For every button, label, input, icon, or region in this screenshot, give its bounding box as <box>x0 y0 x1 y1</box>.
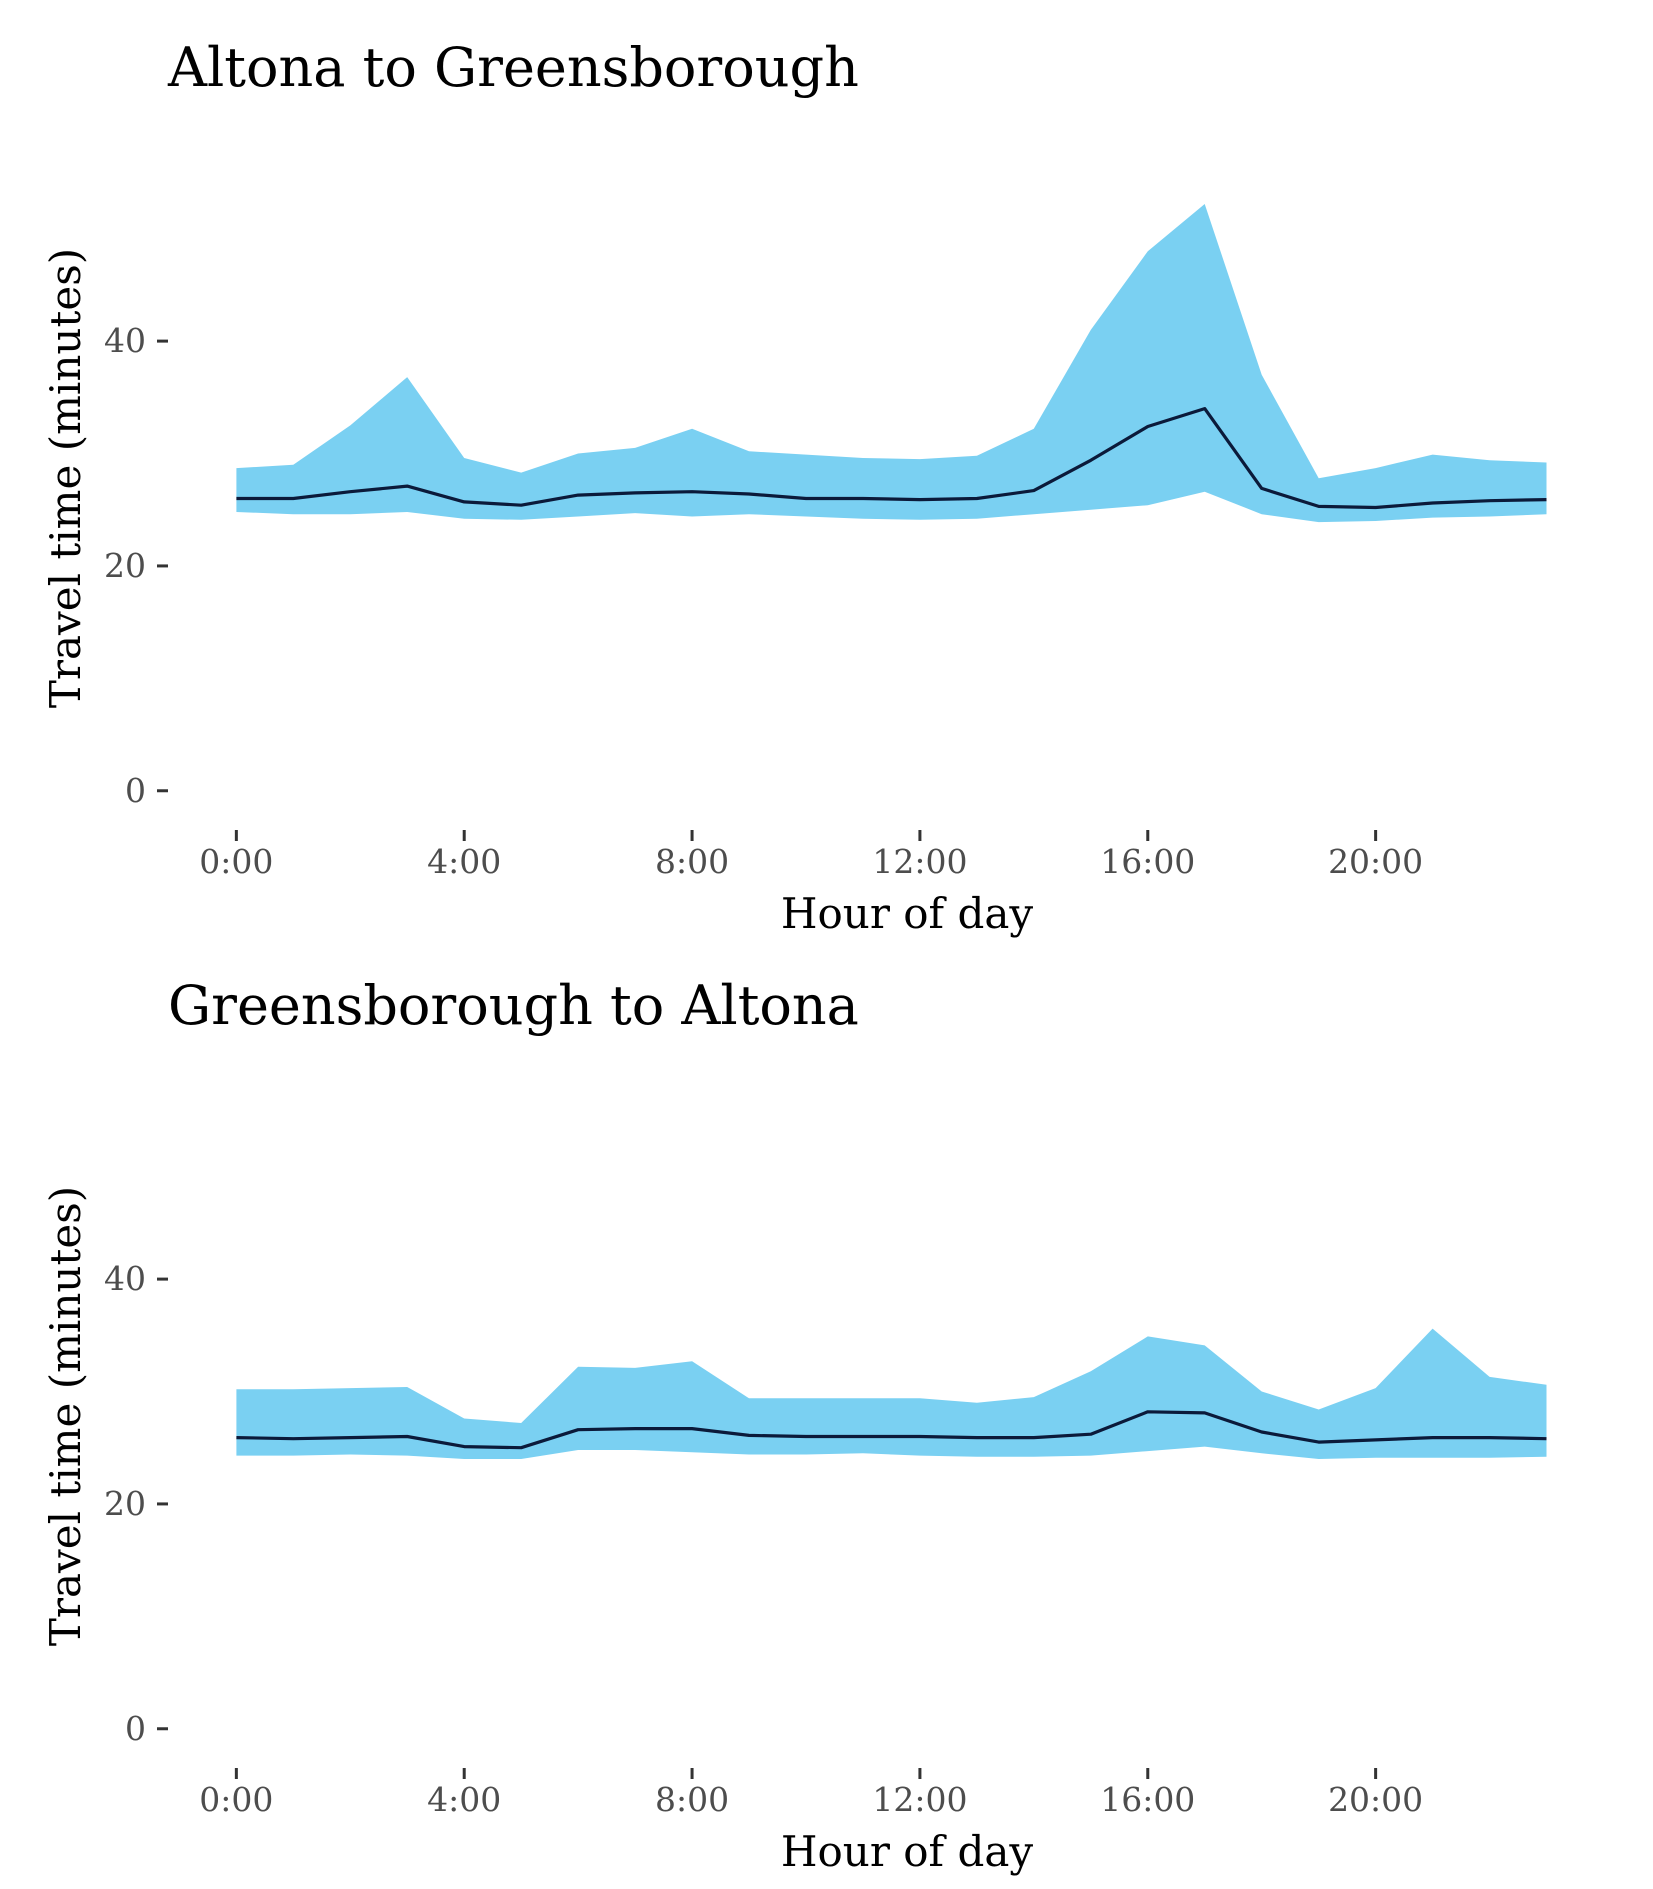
band-area <box>236 1328 1547 1459</box>
median-line <box>236 1410 1547 1450</box>
x-tick-label: 4:00 <box>427 842 501 881</box>
chart-panel-top: Altona to Greensborough Hour of day Trav… <box>0 0 1653 944</box>
y-tick-label: 20 <box>104 1484 146 1523</box>
x-axis-label: Hour of day <box>781 1827 1033 1876</box>
y-tick-label: 20 <box>104 546 146 585</box>
y-tick-label: 40 <box>104 321 146 360</box>
x-tick-label: 20:00 <box>1328 1780 1423 1819</box>
chart-title: Altona to Greensborough <box>167 36 859 99</box>
chart-svg: Altona to Greensborough Hour of day Trav… <box>41 36 1547 938</box>
x-tick-label: 20:00 <box>1328 842 1423 881</box>
x-axis-label: Hour of day <box>781 889 1033 938</box>
median-line <box>236 407 1547 510</box>
plot-area: 0 20 40 0:00 4:00 8:00 12:00 16:00 20:00 <box>104 1259 1547 1819</box>
y-tick-label: 40 <box>104 1259 146 1298</box>
plot-area: 0 20 40 0:00 4:00 8:00 12:00 16:00 20:00 <box>104 204 1547 881</box>
x-tick-label: 8:00 <box>655 1780 729 1819</box>
y-axis-label: Travel time (minutes) <box>41 248 90 708</box>
chart-title: Greensborough to Altona <box>168 974 859 1037</box>
x-tick-label: 0:00 <box>199 842 273 881</box>
chart-svg: Greensborough to Altona Hour of day Trav… <box>41 974 1547 1876</box>
x-tick-label: 12:00 <box>872 1780 967 1819</box>
y-tick-label: 0 <box>125 1709 146 1748</box>
x-tick-label: 12:00 <box>872 842 967 881</box>
x-tick-label: 16:00 <box>1100 842 1195 881</box>
x-tick-label: 16:00 <box>1100 1780 1195 1819</box>
x-tick-label: 8:00 <box>655 842 729 881</box>
x-tick-label: 4:00 <box>427 1780 501 1819</box>
chart-panel-bottom: Greensborough to Altona Hour of day Trav… <box>0 938 1653 1882</box>
y-axis-label: Travel time (minutes) <box>41 1186 90 1646</box>
y-tick-label: 0 <box>125 771 146 810</box>
x-tick-label: 0:00 <box>199 1780 273 1819</box>
band-area <box>236 204 1547 523</box>
